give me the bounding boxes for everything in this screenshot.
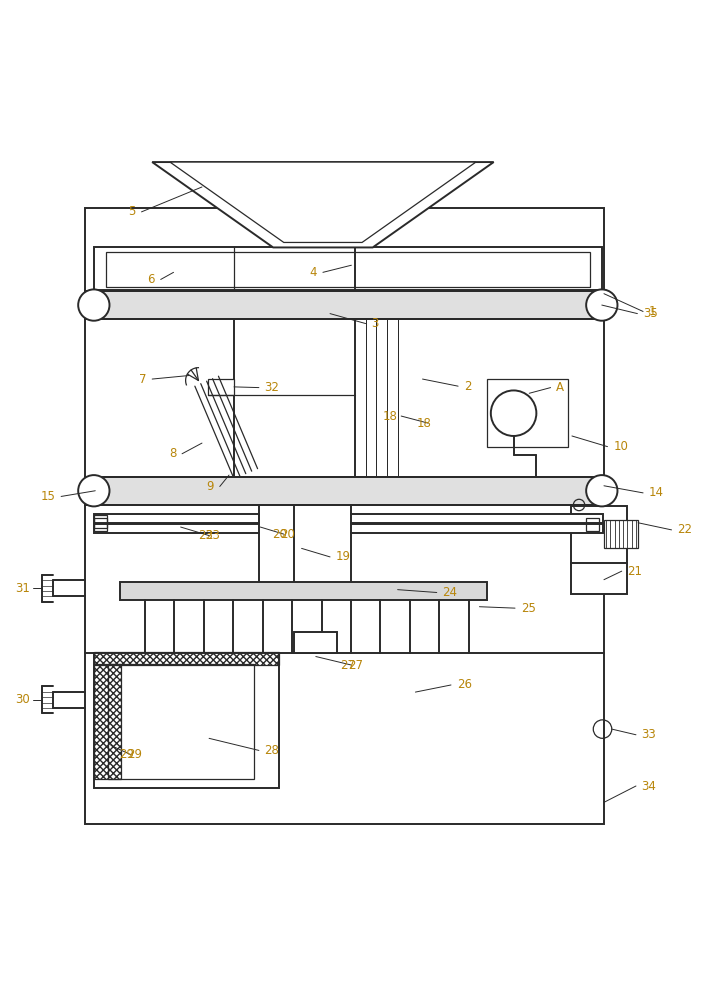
Bar [571,506,627,564]
Bar [94,247,602,290]
Text: 14: 14 [649,486,664,499]
Bar [85,291,604,319]
Bar [587,518,599,531]
Bar [351,524,603,533]
Text: 2: 2 [464,380,471,393]
Text: 8: 8 [169,447,176,460]
Text: 27: 27 [348,659,363,672]
Text: 26: 26 [457,678,472,691]
Polygon shape [152,162,494,247]
Text: 35: 35 [643,307,657,320]
Bar [604,520,638,548]
Bar [106,252,589,287]
Text: 19: 19 [336,550,351,563]
Text: 28: 28 [265,744,280,757]
Text: 32: 32 [265,381,280,394]
Bar [94,653,279,788]
Text: 1: 1 [649,305,656,318]
Text: 15: 15 [41,490,55,503]
Text: 34: 34 [642,780,657,793]
Text: 30: 30 [15,693,30,706]
Text: 33: 33 [642,728,656,741]
Circle shape [78,289,110,321]
Circle shape [78,475,110,506]
Text: 20: 20 [272,528,288,541]
Text: 10: 10 [613,440,628,453]
Bar [85,477,604,505]
Text: 21: 21 [627,565,642,578]
Bar [208,379,234,395]
Text: 23: 23 [206,529,220,542]
Text: 20: 20 [280,528,295,541]
Text: 25: 25 [521,602,536,615]
Text: A: A [556,381,564,394]
Bar [120,582,487,600]
Bar [94,518,107,531]
Text: 7: 7 [139,373,146,386]
Text: 18: 18 [383,410,398,423]
Bar [94,664,121,779]
Text: 5: 5 [128,205,136,218]
Bar [505,406,521,420]
Text: 6: 6 [148,273,155,286]
Bar [94,524,259,533]
Text: 9: 9 [206,480,214,493]
Bar [351,514,603,523]
Text: 31: 31 [15,582,30,595]
Polygon shape [170,162,476,242]
Text: 22: 22 [678,523,692,536]
Bar [85,477,604,505]
Bar [94,514,259,523]
Bar [94,652,279,665]
Bar [94,515,107,528]
Bar [295,632,337,653]
Text: 24: 24 [442,586,457,599]
Circle shape [491,390,536,436]
Text: 23: 23 [198,529,213,542]
Text: 4: 4 [310,266,317,279]
Bar [108,664,254,779]
Circle shape [587,475,617,506]
Bar [85,291,604,319]
Bar [85,208,604,824]
Bar [571,563,627,594]
Text: 18: 18 [417,417,432,430]
Text: 29: 29 [120,748,134,761]
Bar [487,379,569,447]
Text: 29: 29 [128,748,142,761]
Text: 27: 27 [340,659,355,672]
Circle shape [587,289,617,321]
Text: 3: 3 [371,317,379,330]
